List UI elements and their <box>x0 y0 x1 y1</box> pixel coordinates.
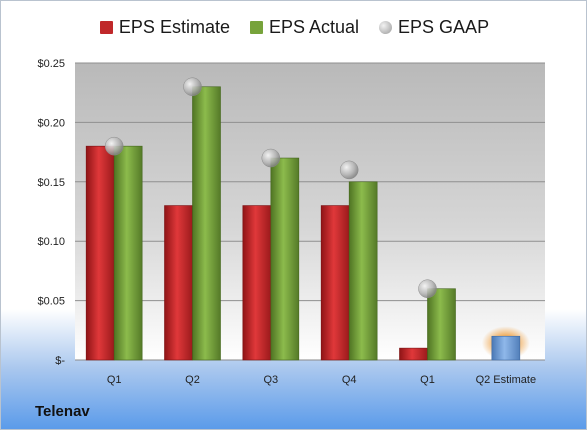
bar-eps-actual <box>270 157 300 361</box>
bar-eps-actual <box>348 181 378 361</box>
bar-eps-estimate <box>164 205 193 361</box>
x-tick-label: Q2 <box>185 374 200 386</box>
legend-item-actual: EPS Actual <box>249 17 360 38</box>
legend-swatch-actual <box>249 21 263 34</box>
legend-label-estimate: EPS Estimate <box>118 17 230 37</box>
bar-eps-actual <box>192 86 221 361</box>
bar-eps-actual <box>113 145 143 361</box>
legend-label-gaap: EPS GAAP <box>398 17 490 37</box>
y-tick-label: $- <box>55 355 65 367</box>
legend-item-estimate: EPS Estimate <box>99 17 230 38</box>
marker-eps-gaap <box>104 136 124 156</box>
marker-eps-gaap <box>261 148 281 168</box>
y-tick-label: $0.05 <box>37 296 65 308</box>
gridlines <box>75 62 545 361</box>
bar-eps-estimate <box>399 347 428 361</box>
plot-area <box>75 63 545 360</box>
x-tick-label: Q4 <box>342 374 357 386</box>
legend-label-actual: EPS Actual <box>268 17 360 37</box>
marker-eps-gaap <box>339 160 359 180</box>
x-axis-ticks: Q1 Q2 Q3 Q4 Q1 Q2 Estimate <box>107 374 536 386</box>
y-tick-label: $0.10 <box>37 236 65 248</box>
y-axis-ticks: $- $0.05 $0.10 $0.15 $0.20 $0.25 <box>37 58 65 367</box>
bar-eps-estimate <box>85 145 115 361</box>
bar-eps-forecast <box>491 335 521 361</box>
marker-eps-gaap <box>183 77 202 97</box>
x-tick-label: Q1 <box>420 374 435 386</box>
company-name: Telenav <box>35 403 90 420</box>
bar-eps-estimate <box>320 205 350 361</box>
x-tick-label: Q2 Estimate <box>476 374 537 386</box>
gaap-markers <box>104 77 437 298</box>
y-tick-label: $0.20 <box>37 117 65 129</box>
bar-eps-estimate <box>242 205 272 361</box>
y-tick-label: $0.15 <box>37 177 65 189</box>
y-tick-label: $0.25 <box>37 58 65 70</box>
x-tick-label: Q1 <box>107 374 122 386</box>
x-tick-label: Q3 <box>263 374 278 386</box>
legend: EPS Estimate EPS Actual EPS GAAP <box>1 17 587 38</box>
marker-eps-gaap <box>418 279 437 298</box>
bars <box>85 86 530 361</box>
legend-swatch-estimate <box>99 21 113 34</box>
legend-swatch-gaap <box>379 21 393 34</box>
legend-item-gaap: EPS GAAP <box>379 17 489 38</box>
bar-eps-actual <box>427 288 456 361</box>
